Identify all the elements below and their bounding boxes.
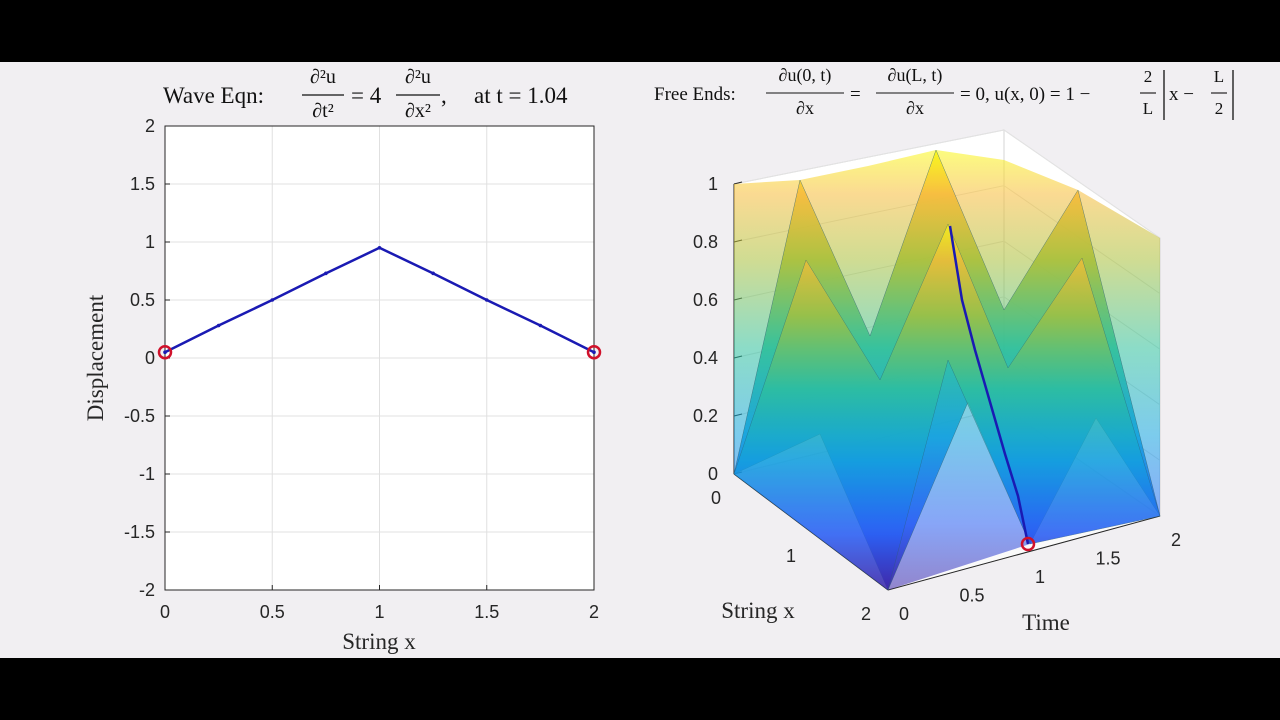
title-time: at t = 1.04 xyxy=(474,83,568,108)
data-point xyxy=(377,246,382,250)
y-tick-label: 1.5 xyxy=(130,174,155,194)
surface-endpoint-marker xyxy=(1020,536,1036,552)
y-tick-label: 2 xyxy=(145,116,155,136)
x-tick-label: 0 xyxy=(711,488,721,508)
left-title: Wave Eqn: ∂²u ∂t² = 4 ∂²u ∂x² , at t = 1… xyxy=(163,66,568,122)
left-ticks xyxy=(164,125,595,591)
y-tick-label: -1 xyxy=(139,464,155,484)
left-tick-labels: 0 0.5 1 1.5 2 -2 -1.5 -1 -0.5 0 0.5 1 1.5 2 xyxy=(124,116,599,622)
figure: 0 0.5 1 1.5 2 -2 -1.5 -1 -0.5 0 0.5 1 1.5 2 Wave Eqn:… xyxy=(0,62,1280,658)
rtitle-dx-2: ∂x xyxy=(906,98,924,118)
y-tick-label: 1 xyxy=(145,232,155,252)
x-tick-label: 1.5 xyxy=(474,602,499,622)
data-point xyxy=(270,298,275,302)
wave-surface xyxy=(733,149,1161,591)
rtitle-two: 2 xyxy=(1144,67,1153,86)
data-point xyxy=(324,271,328,276)
z-tick-label: 0.8 xyxy=(693,232,718,252)
rtitle-Lhalf-num: L xyxy=(1214,67,1224,86)
surface-ridge-near xyxy=(733,223,1161,591)
t-tick-label: 0.5 xyxy=(959,586,984,606)
t-tick-label: 1 xyxy=(1035,567,1045,587)
surface-tick-labels: 0 0.2 0.4 0.6 0.8 1 0 1 2 0 0.5 1 1.5 2 xyxy=(693,174,1181,624)
rtitle-du0: ∂u(0, t) xyxy=(779,65,832,86)
z-tick-label: 0.4 xyxy=(693,348,718,368)
endpoint-marker xyxy=(586,344,602,360)
title-eq4: = 4 xyxy=(351,83,382,108)
figure-canvas: 0 0.5 1 1.5 2 -2 -1.5 -1 -0.5 0 0.5 1 1.5 2 Wave Eqn:… xyxy=(83,65,1234,654)
left-ylabel: Displacement xyxy=(83,294,108,421)
y-tick-label: 0.5 xyxy=(130,290,155,310)
left-series xyxy=(163,246,596,355)
x-tick-label: 2 xyxy=(861,604,871,624)
rtitle-eq: = xyxy=(850,84,861,105)
surface-tlabel: Time xyxy=(1022,610,1070,635)
title-comma: , xyxy=(441,83,447,108)
rtitle-Lhalf-den: 2 xyxy=(1215,99,1224,118)
rtitle-duL: ∂u(L, t) xyxy=(888,65,943,86)
title-d2u-num-2: ∂²u xyxy=(405,66,431,88)
surface-plot: 0 0.2 0.4 0.6 0.8 1 0 1 2 0 0.5 1 1.5 2 Free Ends: ∂u… xyxy=(654,65,1234,635)
data-point xyxy=(216,323,221,328)
endpoint-marker xyxy=(157,344,173,360)
displacement-plot: 0 0.5 1 1.5 2 -2 -1.5 -1 -0.5 0 0.5 1 1.5 2 Wave Eqn:… xyxy=(83,66,602,654)
y-tick-label: -0.5 xyxy=(124,406,155,426)
rtitle-L: L xyxy=(1143,99,1153,118)
x-tick-label: 2 xyxy=(589,602,599,622)
x-tick-label: 0.5 xyxy=(260,602,285,622)
right-title: Free Ends: ∂u(0, t) ∂x = ∂u(L, t) ∂x = 0… xyxy=(654,65,1234,120)
left-xlabel: String x xyxy=(342,629,416,654)
title-dt2-den: ∂t² xyxy=(312,100,333,122)
data-point xyxy=(163,350,167,355)
x-tick-label: 0 xyxy=(160,602,170,622)
t-axis-line xyxy=(887,515,1161,591)
rtitle-tail: = 0, u(x, 0) = 1 − xyxy=(960,84,1090,105)
current-time-profile xyxy=(948,225,1030,545)
z-tick xyxy=(733,181,743,185)
rtitle-dx-1: ∂x xyxy=(796,98,814,118)
z-tick-label: 1 xyxy=(708,174,718,194)
surface-xlabel: String x xyxy=(721,598,795,623)
z-tick-label: 0.6 xyxy=(693,290,718,310)
data-point xyxy=(592,350,596,355)
x-tick-label: 1 xyxy=(786,546,796,566)
rtitle-abs-inner: x − xyxy=(1169,84,1194,105)
title-dx2-den: ∂x² xyxy=(405,100,431,122)
t-tick-label: 1.5 xyxy=(1095,549,1120,569)
x-tick-label: 1 xyxy=(374,602,384,622)
z-tick-label: 0 xyxy=(708,464,718,484)
t-tick-label: 2 xyxy=(1171,530,1181,550)
y-tick-label: -1.5 xyxy=(124,522,155,542)
t-tick-label: 0 xyxy=(899,604,909,624)
y-tick-label: -2 xyxy=(139,580,155,600)
data-point xyxy=(538,323,543,328)
y-tick-label: 0 xyxy=(145,348,155,368)
title-prefix: Wave Eqn: xyxy=(163,83,264,108)
left-endpoints xyxy=(157,344,602,360)
rtitle-prefix: Free Ends: xyxy=(654,84,736,105)
z-gridline xyxy=(733,129,1161,239)
data-point xyxy=(431,271,435,276)
z-tick-label: 0.2 xyxy=(693,406,718,426)
title-d2u-num: ∂²u xyxy=(310,66,336,88)
data-point xyxy=(484,298,489,302)
